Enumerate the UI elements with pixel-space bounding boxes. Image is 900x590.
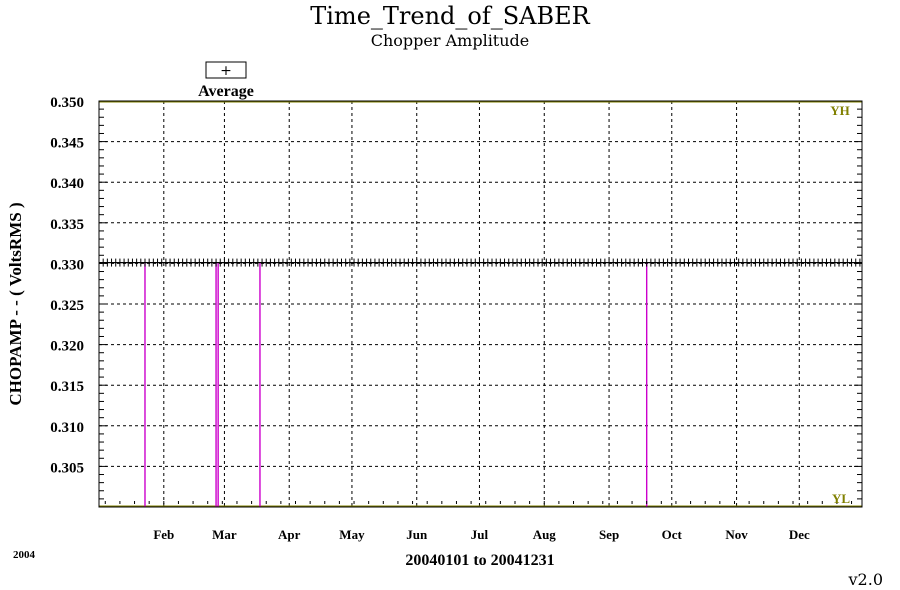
x-tick-label: Feb [153, 527, 174, 542]
version-label: v2.0 [848, 570, 883, 589]
x-tick-label: Mar [212, 527, 237, 542]
x-tick-label: Jun [406, 527, 428, 542]
x-tick-label: Nov [725, 527, 748, 542]
axes: 0.305 0.310 0.315 0.320 0.325 0.330 0.335 0.340… [50, 95, 862, 542]
x-tick-label: Apr [278, 527, 301, 542]
chart-title: Time_Trend_of_SABER [310, 2, 590, 30]
legend-symbol: + [220, 63, 232, 79]
dropout-lines [144, 262, 648, 507]
x-tick-label: Aug [533, 527, 557, 542]
y-tick-label: 0.330 [50, 257, 84, 273]
x-tick-label: Dec [789, 527, 810, 542]
limit-low-label: YL [832, 491, 850, 506]
y-axis-label: CHOPAMP - - ( VoltsRMS ) [6, 202, 25, 405]
y-tick-label: 0.350 [50, 95, 84, 111]
legend-label: Average [198, 83, 254, 100]
x-tick-label: Oct [662, 527, 683, 542]
chart-subtitle: Chopper Amplitude [371, 31, 530, 50]
y-tick-label: 0.320 [50, 339, 84, 355]
year-label: 2004 [13, 549, 36, 561]
grid [99, 101, 862, 507]
x-tick-label: Jul [471, 527, 489, 542]
y-tick-label: 0.340 [50, 176, 84, 192]
limit-high-label: YH [830, 103, 850, 118]
y-tick-label: 0.335 [50, 217, 84, 233]
series-average [98, 258, 862, 267]
y-tick-label: 0.315 [50, 379, 84, 395]
x-tick-label: May [339, 527, 365, 542]
y-tick-label: 0.305 [50, 460, 84, 476]
plot-frame [98, 100, 863, 508]
legend-box [205, 61, 247, 79]
x-axis-label: 20040101 to 20041231 [405, 552, 554, 569]
y-tick-label: 0.345 [50, 136, 84, 152]
y-tick-label: 0.310 [50, 420, 84, 436]
legend: + Average [198, 61, 254, 100]
x-tick-label: Sep [599, 527, 619, 542]
y-tick-label: 0.325 [50, 298, 84, 314]
